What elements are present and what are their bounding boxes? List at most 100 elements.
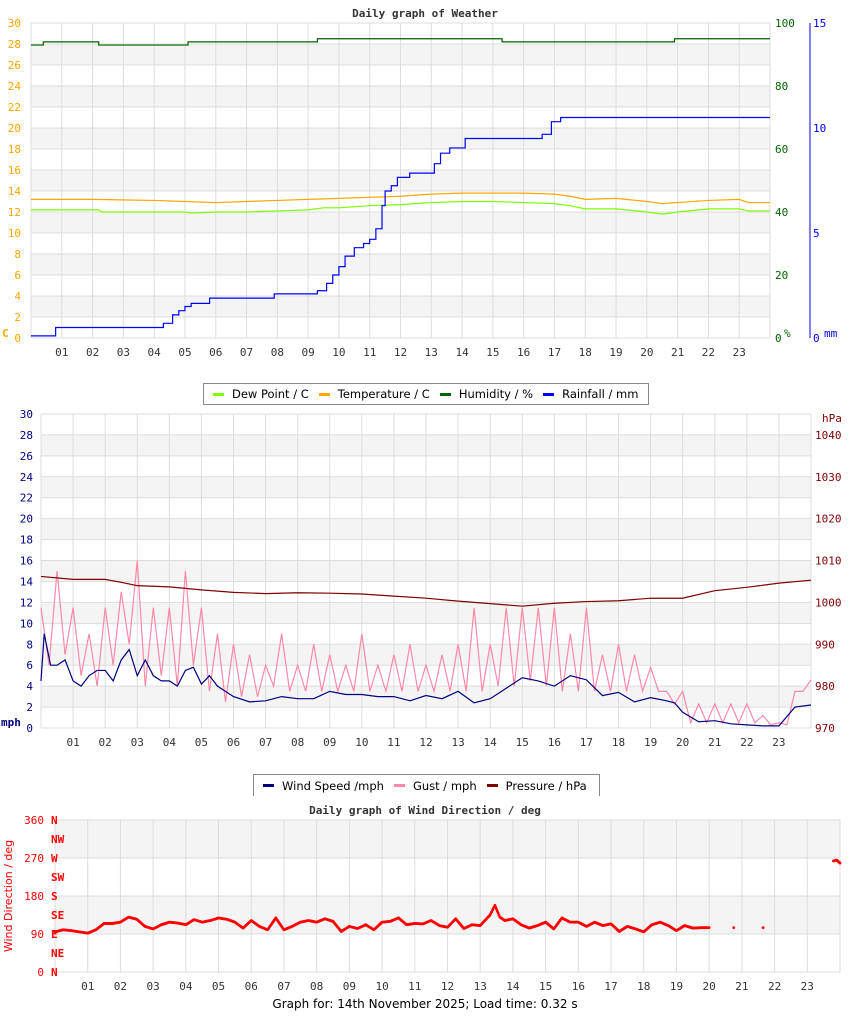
x-tick-label: 21 [735, 980, 748, 993]
legend-label: Humidity / % [458, 387, 534, 401]
x-tick-label: 23 [733, 346, 746, 359]
x-tick-label: 05 [195, 736, 208, 749]
x-tick-label: 10 [332, 346, 345, 359]
wind-legend: Wind Speed /mph Gust / mph Pressure / hPa [253, 774, 600, 796]
y-tick-label: 0 [26, 722, 33, 735]
y-tick-label: 26 [8, 59, 21, 72]
y-tick-label: 0 [37, 966, 44, 979]
y-tick-label: 180 [24, 890, 44, 903]
footer-text: Graph for: 14th November 2025; Load time… [272, 997, 578, 1011]
x-tick-label: 21 [671, 346, 684, 359]
y-tick-label: 8 [14, 248, 21, 261]
legend-swatch [263, 784, 274, 787]
compass-label: NW [51, 833, 65, 846]
y2-axis-unit: hPa [822, 412, 842, 425]
y2-tick-label: 990 [815, 638, 835, 651]
x-tick-label: 03 [117, 346, 130, 359]
y-tick-label: 12 [8, 206, 21, 219]
y2-tick-label: 1000 [815, 596, 842, 609]
x-tick-label: 14 [484, 736, 498, 749]
x-tick-label: 04 [179, 980, 193, 993]
legend-item: Humidity / % [439, 387, 534, 401]
x-tick-label: 16 [572, 980, 585, 993]
y-tick-label: 14 [8, 185, 22, 198]
x-tick-label: 09 [343, 980, 356, 993]
x-tick-label: 06 [227, 736, 240, 749]
legend-item: Pressure / hPa [486, 779, 587, 793]
x-tick-label: 02 [99, 736, 112, 749]
x-tick-label: 09 [323, 736, 336, 749]
legend-swatch [213, 392, 224, 396]
y-tick-label: 270 [24, 852, 44, 865]
y-tick-label: 0 [14, 332, 21, 345]
x-tick-label: 03 [147, 980, 160, 993]
x-tick-label: 17 [604, 980, 617, 993]
y-tick-label: 8 [26, 638, 33, 651]
y-tick-label: 90 [31, 928, 44, 941]
x-tick-label: 17 [580, 736, 593, 749]
y2-tick-label: 100 [775, 17, 795, 30]
compass-label: E [51, 928, 58, 941]
x-tick-label: 07 [240, 346, 253, 359]
series-line-gust [40, 560, 812, 726]
series-line-rainfall [31, 116, 770, 337]
y-tick-label: 4 [14, 290, 21, 303]
compass-label: SW [51, 871, 65, 884]
x-tick-label: 04 [148, 346, 162, 359]
y2-tick-label: 1020 [815, 513, 842, 526]
y3-tick-label: 15 [813, 17, 826, 30]
series-line-dew [31, 200, 770, 215]
legend-item: Temperature / C [318, 387, 430, 401]
legend-label: Temperature / C [337, 387, 430, 401]
legend-label: Rainfall / mm [562, 387, 639, 401]
x-tick-label: 13 [425, 346, 438, 359]
legend-label: Dew Point / C [232, 387, 309, 401]
compass-label: W [51, 852, 58, 865]
y-tick-label: 24 [20, 471, 34, 484]
x-tick-label: 14 [506, 980, 520, 993]
x-tick-label: 01 [81, 980, 94, 993]
x-tick-label: 03 [131, 736, 144, 749]
compass-label: N [51, 966, 58, 979]
compass-label: S [51, 890, 58, 903]
y-axis-unit: C [2, 327, 9, 340]
y-tick-label: 10 [20, 617, 33, 630]
legend-item: Wind Speed /mph [263, 779, 384, 793]
x-tick-label: 13 [474, 980, 487, 993]
series-line-pressure [40, 575, 812, 607]
y-tick-label: 10 [8, 227, 21, 240]
y-tick-label: 4 [26, 680, 33, 693]
y2-tick-label: 1030 [815, 471, 842, 484]
x-tick-label: 11 [363, 346, 376, 359]
y3-axis-unit: mm [824, 327, 838, 340]
legend-item: Gust / mph [393, 779, 477, 793]
x-tick-label: 09 [302, 346, 315, 359]
x-tick-label: 12 [394, 346, 407, 359]
series-line-wind [40, 633, 812, 727]
x-tick-label: 06 [209, 346, 222, 359]
x-tick-label: 01 [66, 736, 79, 749]
x-tick-label: 10 [355, 736, 368, 749]
x-tick-label: 22 [768, 980, 781, 993]
y-tick-label: 20 [8, 122, 21, 135]
x-tick-label: 16 [548, 736, 561, 749]
direction-point [732, 926, 736, 930]
y2-tick-label: 970 [815, 722, 835, 735]
legend-swatch [318, 392, 330, 396]
y-tick-label: 18 [20, 534, 33, 547]
x-tick-label: 17 [548, 346, 561, 359]
wind-pressure-chart: 01 02 03 04 05 06 07 08 09 10 11 12 13 14 15 16 17 18 19 20… [1, 408, 842, 749]
x-tick-label: 13 [451, 736, 464, 749]
x-tick-label: 19 [670, 980, 683, 993]
x-tick-label: 21 [708, 736, 721, 749]
y-tick-label: 30 [20, 408, 33, 421]
x-tick-label: 18 [579, 346, 592, 359]
y-tick-label: 22 [20, 492, 33, 505]
x-tick-label: 02 [114, 980, 127, 993]
y2-axis-unit: % [784, 327, 791, 340]
y-tick-label: 28 [8, 38, 21, 51]
x-tick-label: 10 [375, 980, 388, 993]
x-tick-label: 22 [702, 346, 715, 359]
y2-tick-label: 80 [775, 80, 788, 93]
x-tick-label: 07 [277, 980, 290, 993]
